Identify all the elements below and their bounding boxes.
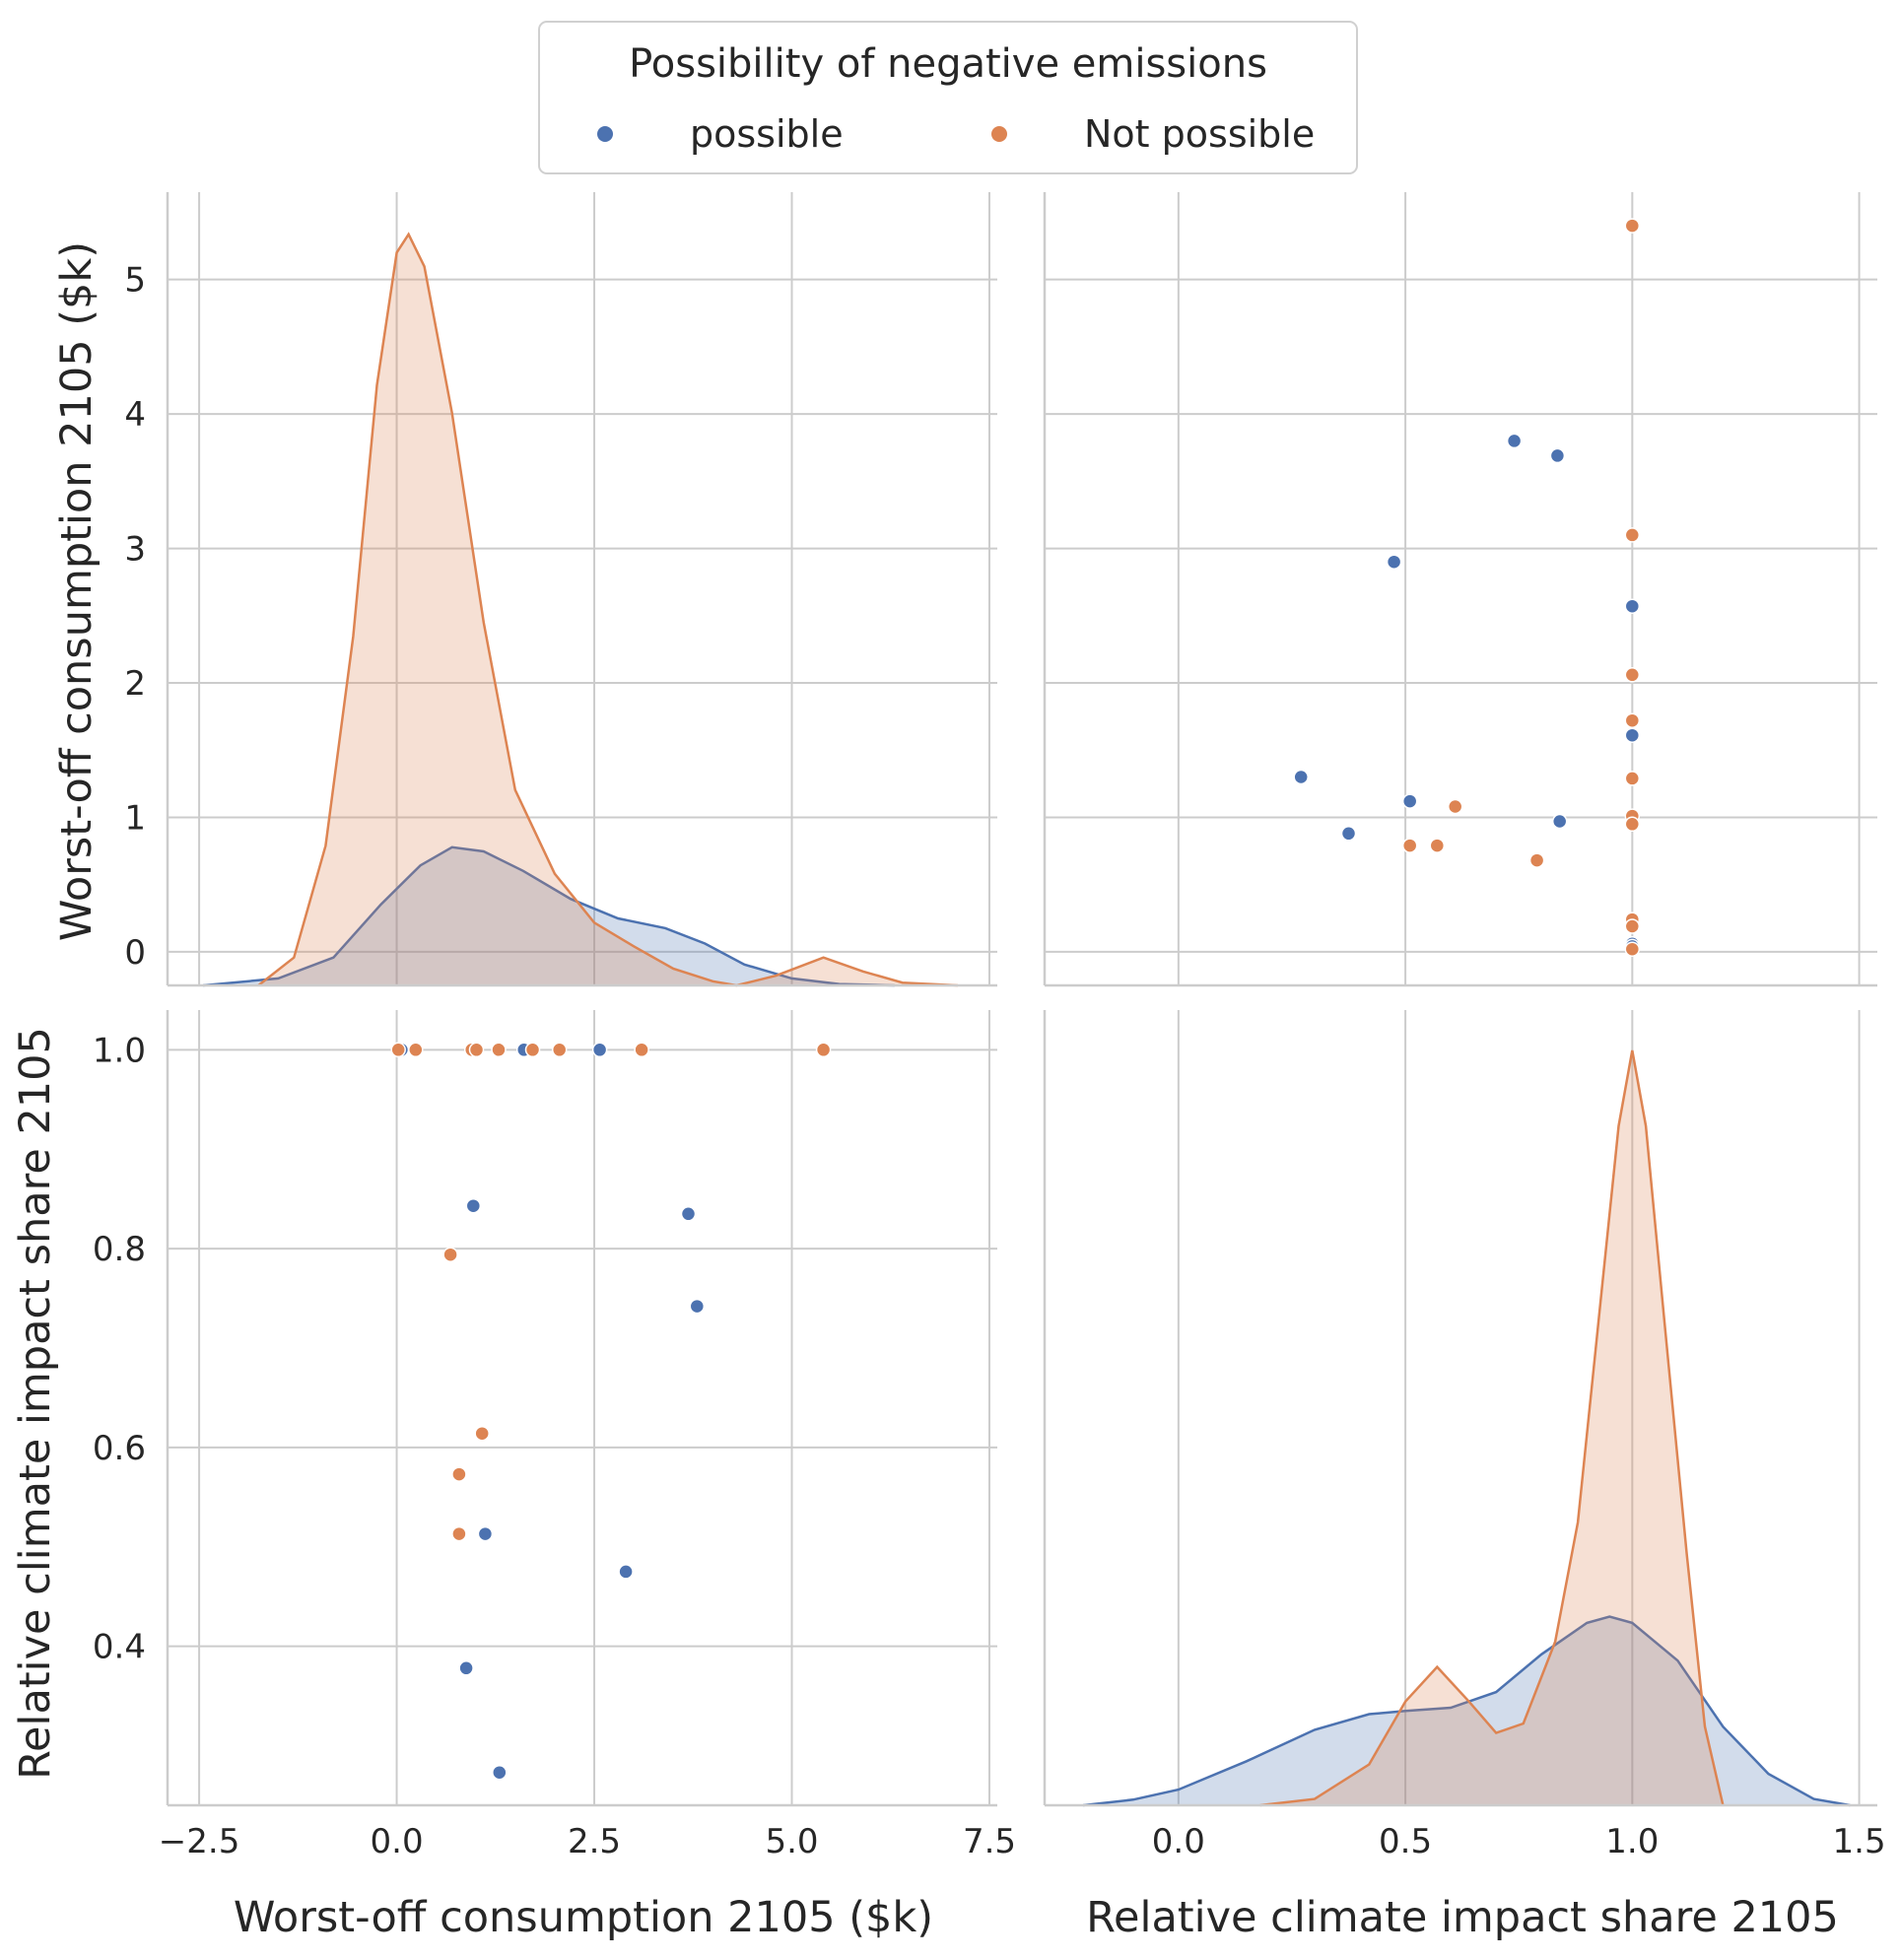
legend-label-not-possible: Not possible: [1084, 112, 1315, 156]
y-axis-label-share: Relative climate impact share 2105: [11, 1027, 60, 1780]
x-tick-label: 7.5: [963, 1822, 1016, 1861]
legend-marker-possible: [597, 126, 613, 142]
scatter-point-not-possible: [1624, 918, 1641, 934]
scatter-point-possible: [1293, 769, 1309, 785]
x-tick-label: 0.5: [1379, 1822, 1432, 1861]
y-tick-label: 5: [124, 261, 146, 301]
y-tick-label: 0.6: [93, 1429, 146, 1468]
scatter-point-not-possible: [815, 1042, 832, 1058]
scatter-point-possible: [492, 1764, 508, 1781]
x-tick-label: 2.5: [568, 1822, 621, 1861]
x-tick-label: 0.0: [371, 1822, 424, 1861]
legend: Possibility of negative emissions possib…: [538, 21, 1358, 174]
x-tick-label: 1.5: [1833, 1822, 1886, 1861]
scatter-point-possible: [1506, 433, 1523, 449]
scatter-point-not-possible: [1624, 667, 1641, 683]
scatter-point-possible: [1624, 727, 1641, 743]
legend-frame: [538, 21, 1358, 174]
y-tick-label: 0.8: [93, 1230, 146, 1269]
scatter-point-possible: [1624, 598, 1641, 614]
scatter-point-possible: [477, 1525, 494, 1542]
scatter-point-possible: [1549, 447, 1566, 464]
scatter-point-possible: [1401, 793, 1418, 809]
scatter-point-not-possible: [524, 1042, 541, 1058]
x-tick-label: −2.5: [159, 1822, 240, 1861]
legend-label-possible: possible: [690, 112, 844, 156]
axis-labels: Worst-off consumption 2105 ($k) Relative…: [11, 241, 1839, 1942]
scatter-point-not-possible: [1624, 712, 1641, 728]
scatter-point-possible: [1386, 554, 1402, 570]
scatter-point-not-possible: [1624, 771, 1641, 786]
kde-line-possible: [202, 845, 895, 987]
scatter-point-possible: [680, 1206, 697, 1222]
y-tick-label: 3: [124, 530, 146, 570]
scatter-point-not-possible: [1624, 527, 1641, 543]
scatter-point-possible: [465, 1197, 482, 1214]
x-axis-label-consumption: Worst-off consumption 2105 ($k): [234, 1893, 933, 1942]
scatter-point-not-possible: [390, 1042, 406, 1058]
x-axis-label-share: Relative climate impact share 2105: [1086, 1893, 1839, 1942]
kde-area-possible: [203, 846, 895, 985]
scatter-point-not-possible: [408, 1042, 424, 1058]
scatter-point-not-possible: [1429, 838, 1446, 853]
x-tick-label: 1.0: [1605, 1822, 1659, 1861]
kde-line-not-possible: [1259, 1049, 1725, 1807]
panel-scatter-share-vs-consumption: [1043, 192, 1877, 987]
y-tick-label: 1: [124, 798, 146, 838]
scatter-point-not-possible: [1528, 852, 1545, 868]
kde-line-possible: [1082, 1615, 1851, 1807]
scatter-point-not-possible: [1624, 816, 1641, 833]
scatter-point-not-possible: [1624, 218, 1641, 234]
scatter-point-not-possible: [634, 1042, 649, 1058]
scatter-point-not-possible: [442, 1247, 458, 1262]
scatter-point-possible: [618, 1564, 634, 1580]
x-tick-label: 5.0: [765, 1822, 818, 1861]
y-tick-label: 1.0: [93, 1031, 146, 1070]
scatter-point-not-possible: [468, 1042, 485, 1058]
scatter-point-possible: [591, 1042, 608, 1058]
panel-scatter-consumption-vs-share: 0.4 0.6 0.8 1.0 −2.5 0.0 2.5 5.0 7.5: [93, 1010, 1016, 1861]
scatter-point-not-possible: [1401, 838, 1418, 853]
scatter-point-possible: [689, 1298, 706, 1315]
scatter-point-possible: [1551, 813, 1568, 830]
panel-kde-share: 0.0 0.5 1.0 1.5: [1043, 1010, 1886, 1861]
scatter-point-possible: [1340, 826, 1357, 842]
scatter-point-not-possible: [551, 1042, 568, 1058]
kde-line-not-possible: [257, 232, 958, 987]
legend-marker-not-possible: [991, 126, 1007, 142]
y-tick-label: 2: [124, 664, 146, 704]
scatter-point-not-possible: [451, 1525, 467, 1542]
scatter-point-not-possible: [1624, 941, 1641, 957]
panel-kde-consumption: 0 1 2 3 4 5: [124, 192, 997, 987]
scatter-point-not-possible: [474, 1425, 490, 1442]
kde-area-not-possible: [258, 234, 958, 986]
scatter-point-not-possible: [451, 1466, 467, 1482]
scatter-point-not-possible: [1447, 798, 1463, 815]
y-axis-label-consumption: Worst-off consumption 2105 ($k): [52, 241, 102, 941]
y-tick-label: 4: [124, 395, 146, 435]
y-tick-label: 0.4: [93, 1628, 146, 1667]
legend-title: Possibility of negative emissions: [629, 41, 1267, 87]
y-tick-label: 0: [124, 933, 146, 973]
x-tick-label: 0.0: [1152, 1822, 1205, 1861]
scatter-point-possible: [458, 1660, 474, 1676]
scatter-point-not-possible: [491, 1042, 507, 1058]
kde-area-possible: [1083, 1616, 1851, 1805]
